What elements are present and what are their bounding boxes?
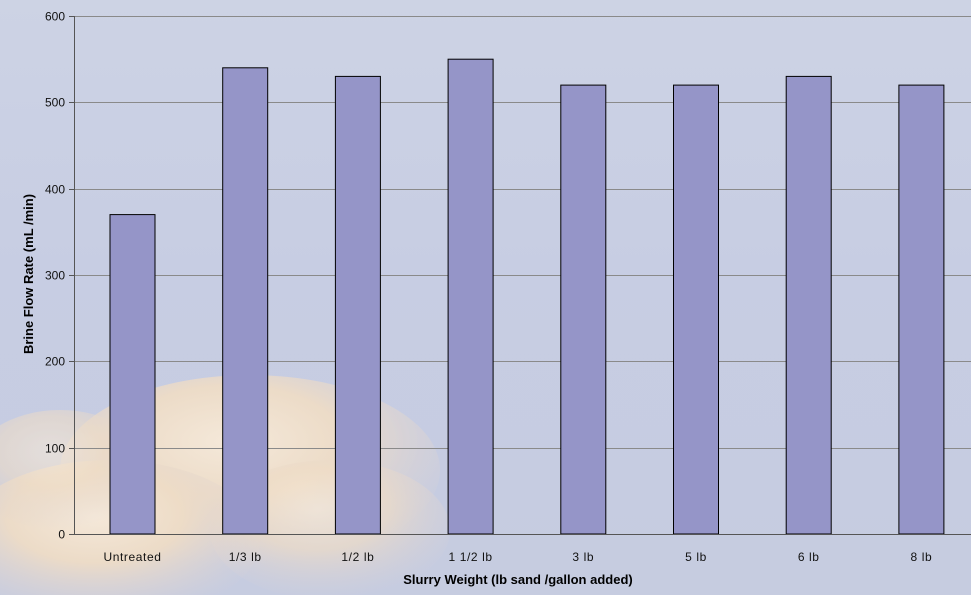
axes xyxy=(69,16,971,535)
bar-8-lb xyxy=(898,84,945,535)
bar-3-lb xyxy=(560,84,607,535)
bar-1-3-lb xyxy=(222,67,269,535)
x-tick-label: 8 lb xyxy=(911,550,933,564)
x-tick-labels: Untreated 1/3 lb 1/2 lb 1 1/2 lb 3 lb 5 lb 6 l… xyxy=(103,550,933,564)
bar-1-2-lb xyxy=(334,75,381,535)
bar-1-1-2-lb xyxy=(447,58,494,535)
x-tick-label: 1 1/2 lb xyxy=(449,550,493,564)
x-tick-label: 6 lb xyxy=(798,550,820,564)
y-tick-label: 400 xyxy=(45,183,65,197)
y-tick-label: 600 xyxy=(45,10,65,24)
x-tick-label: Untreated xyxy=(103,550,161,564)
y-tick-label: 100 xyxy=(45,442,65,456)
y-axis-title: Brine Flow Rate (mL /min) xyxy=(21,194,36,354)
bars xyxy=(109,58,945,535)
y-tick-label: 0 xyxy=(58,528,65,542)
bar-6-lb xyxy=(785,75,832,535)
y-tick-label: 200 xyxy=(45,355,65,369)
y-tick-label: 500 xyxy=(45,96,65,110)
x-axis-title: Slurry Weight (lb sand /gallon added) xyxy=(403,572,632,587)
x-tick-label: 3 lb xyxy=(572,550,594,564)
x-tick-label: 5 lb xyxy=(685,550,707,564)
bar-5-lb xyxy=(673,84,719,535)
bar-untreated xyxy=(109,214,156,535)
x-tick-label: 1/3 lb xyxy=(229,550,262,564)
y-tick-labels: 0 100 200 300 400 500 600 xyxy=(45,10,65,542)
y-tick-label: 300 xyxy=(45,269,65,283)
x-tick-label: 1/2 lb xyxy=(341,550,374,564)
